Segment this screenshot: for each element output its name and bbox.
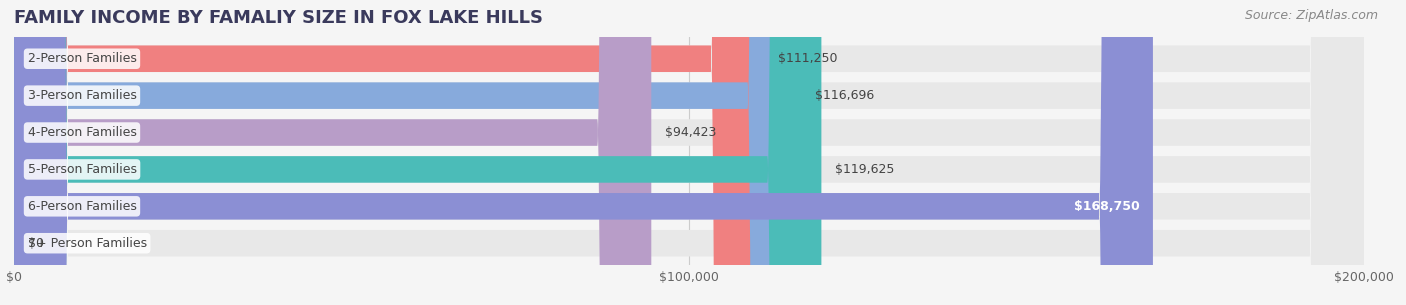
Text: Source: ZipAtlas.com: Source: ZipAtlas.com <box>1244 9 1378 22</box>
Text: 5-Person Families: 5-Person Families <box>28 163 136 176</box>
Text: 7+ Person Families: 7+ Person Families <box>28 237 146 250</box>
Text: $116,696: $116,696 <box>815 89 875 102</box>
FancyBboxPatch shape <box>14 0 1153 305</box>
Text: 3-Person Families: 3-Person Families <box>28 89 136 102</box>
FancyBboxPatch shape <box>14 0 1364 305</box>
Text: $119,625: $119,625 <box>835 163 894 176</box>
Text: 2-Person Families: 2-Person Families <box>28 52 136 65</box>
Text: $94,423: $94,423 <box>665 126 716 139</box>
FancyBboxPatch shape <box>14 0 1364 305</box>
FancyBboxPatch shape <box>14 0 801 305</box>
Text: $111,250: $111,250 <box>779 52 838 65</box>
Text: $0: $0 <box>28 237 44 250</box>
FancyBboxPatch shape <box>14 0 1364 305</box>
FancyBboxPatch shape <box>14 0 1364 305</box>
FancyBboxPatch shape <box>14 0 765 305</box>
FancyBboxPatch shape <box>14 0 821 305</box>
Text: FAMILY INCOME BY FAMALIY SIZE IN FOX LAKE HILLS: FAMILY INCOME BY FAMALIY SIZE IN FOX LAK… <box>14 9 543 27</box>
Text: $168,750: $168,750 <box>1074 200 1139 213</box>
FancyBboxPatch shape <box>14 0 1364 305</box>
FancyBboxPatch shape <box>14 0 651 305</box>
FancyBboxPatch shape <box>14 0 1364 305</box>
Text: 6-Person Families: 6-Person Families <box>28 200 136 213</box>
Text: 4-Person Families: 4-Person Families <box>28 126 136 139</box>
